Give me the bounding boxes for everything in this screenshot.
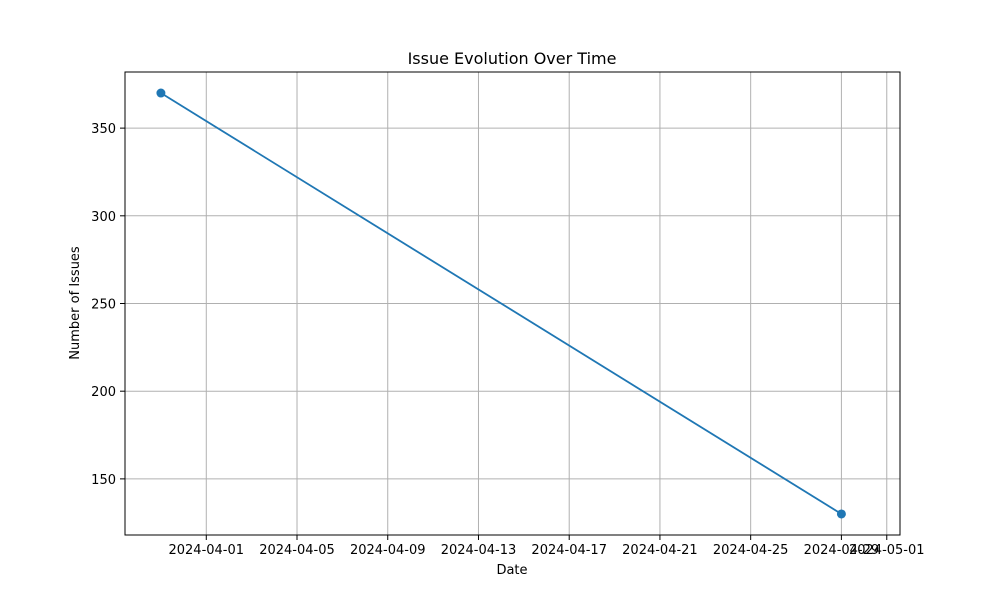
series-line — [160, 92, 842, 515]
y-tick-label: 200 — [91, 385, 116, 400]
y-tick-label: 250 — [91, 298, 116, 313]
x-tick-label: 2024-04-17 — [531, 543, 607, 558]
x-tick-label: 2024-04-21 — [622, 543, 698, 558]
y-tick-label: 350 — [91, 122, 116, 137]
x-tick-label: 2024-05-01 — [849, 543, 925, 558]
x-axis-label: Date — [496, 563, 527, 578]
x-tick-label: 2024-04-29 — [804, 543, 880, 558]
y-axis-label: Number of Issues — [68, 246, 83, 360]
data-point — [156, 88, 166, 98]
y-tick-label: 150 — [91, 473, 116, 488]
x-tick-label: 2024-04-09 — [350, 543, 426, 558]
series-layer — [156, 88, 846, 519]
data-point — [836, 509, 846, 519]
grid-layer — [125, 72, 900, 535]
x-tick-label: 2024-04-13 — [441, 543, 517, 558]
chart-title: Issue Evolution Over Time — [408, 49, 617, 68]
x-tick-label: 2024-04-25 — [713, 543, 789, 558]
tick-layer: 2024-04-01 2024-04-05 2024-04-09 2024-04-13… — [91, 122, 924, 558]
x-tick-label: 2024-04-05 — [259, 543, 335, 558]
y-tick-label: 300 — [91, 210, 116, 225]
x-tick-label: 2024-04-01 — [168, 543, 244, 558]
